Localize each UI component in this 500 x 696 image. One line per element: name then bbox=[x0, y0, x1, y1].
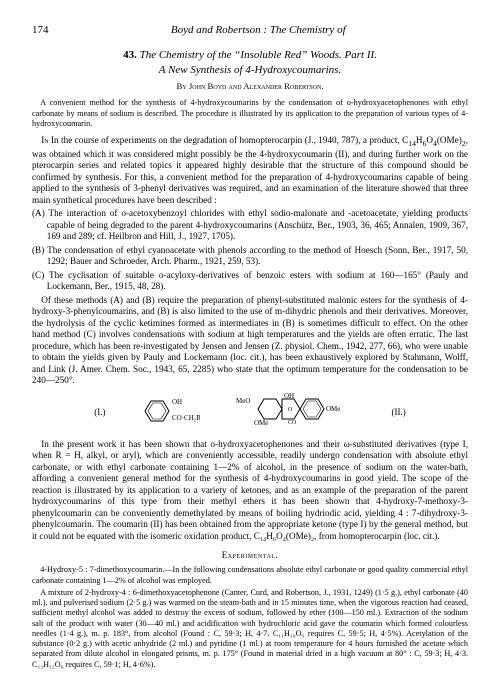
running-head-text: Boyd and Robertson : The Chemistry of bbox=[171, 24, 346, 36]
svg-text:OH: OH bbox=[172, 398, 182, 406]
abstract: A convenient method for the synthesis of… bbox=[32, 98, 468, 129]
article-number: 43. bbox=[123, 49, 137, 61]
svg-text:CO: CO bbox=[288, 420, 297, 426]
structure-1-icon: OH CO·CH₂R bbox=[142, 393, 200, 433]
svg-text:OMe: OMe bbox=[326, 405, 340, 413]
svg-text:OH: OH bbox=[284, 392, 294, 400]
structure-2-icon: MeO OH O CO OMe OMe bbox=[236, 391, 356, 435]
title-line-1: The Chemistry of the “Insoluble Red” Woo… bbox=[140, 49, 377, 61]
structure-2-label: (II.) bbox=[392, 407, 406, 418]
page-number: 174 bbox=[32, 24, 49, 38]
discussion-paragraph: Of these methods (A) and (B) require the… bbox=[32, 295, 468, 387]
experimental-p1: 4-Hydroxy-5 : 7-dimethoxycoumarin.—In th… bbox=[32, 565, 468, 586]
article-title: 43. The Chemistry of the “Insoluble Red”… bbox=[32, 48, 468, 78]
svg-text:O: O bbox=[288, 407, 293, 413]
experimental-p2: A mixture of 2-hydroxy-4 : 6-dimethoxyac… bbox=[32, 588, 468, 670]
experimental-heading: Experimental. bbox=[32, 550, 468, 561]
results-paragraph: In the present work it has been shown th… bbox=[32, 439, 468, 543]
title-line-2: A New Synthesis of 4-Hydroxycoumarins. bbox=[159, 64, 341, 76]
intro-text-a: In the course of experiments on the degr… bbox=[51, 135, 408, 145]
method-b: (B) The condensation of ethyl cyanoaceta… bbox=[32, 245, 468, 268]
svg-text:MeO: MeO bbox=[236, 397, 250, 405]
svg-text:OMe: OMe bbox=[254, 419, 268, 427]
method-a: (A) The interaction of o-acetoxybenzoyl … bbox=[32, 208, 468, 243]
intro-text-b: (OMe) bbox=[437, 135, 462, 145]
structure-1-label: (I.) bbox=[94, 407, 105, 418]
intro-text-c: , was obtained which it was considered m… bbox=[32, 135, 468, 204]
intro-paragraph: In In the course of experiments on the d… bbox=[32, 135, 468, 206]
method-c: (C) The cyclisation of suitable o-acylox… bbox=[32, 270, 468, 293]
svg-text:CO·CH₂R: CO·CH₂R bbox=[172, 414, 200, 422]
structure-row: (I.) OH CO·CH₂R MeO OH O CO OMe OMe (II.… bbox=[32, 391, 468, 435]
authors: By John Boyd and Alexander Robertson. bbox=[32, 81, 468, 92]
running-head: 174 Boyd and Robertson : The Chemistry o… bbox=[32, 24, 468, 38]
